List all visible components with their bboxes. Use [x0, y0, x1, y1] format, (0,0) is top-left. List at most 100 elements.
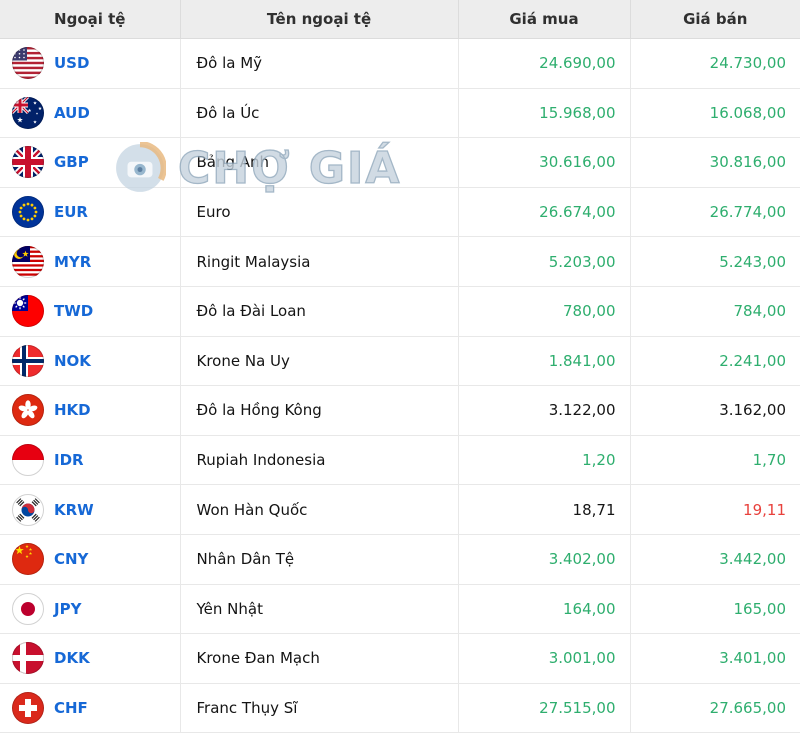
sell-price: 24.730,00 — [629, 38, 800, 89]
sell-price: 30.816,00 — [629, 137, 800, 188]
currency-row: KRW Won Hàn Quốc 18,71 19,11 — [0, 484, 800, 535]
currency-code: DKK — [54, 649, 90, 668]
currency-code: GBP — [54, 153, 89, 172]
sell-price: 784,00 — [629, 285, 800, 337]
currency-code: KRW — [54, 500, 94, 519]
currency-name: Krone Đan Mạch — [179, 633, 459, 684]
flag-usd-icon — [12, 47, 44, 80]
currency-name: Đô la Úc — [179, 87, 459, 139]
flag-idr-icon — [12, 444, 44, 477]
currency-cell: MYR — [0, 245, 180, 278]
currency-row: AUD Đô la Úc 15.968,00 16.068,00 — [0, 87, 800, 139]
currency-code: CHF — [54, 699, 88, 718]
currency-code: HKD — [54, 401, 91, 420]
currency-name: Ringit Malaysia — [179, 236, 459, 287]
currency-name: Franc Thụy Sĩ — [179, 682, 459, 733]
currency-cell: IDR — [0, 444, 180, 477]
flag-gbp-icon — [12, 146, 44, 179]
sell-price: 19,11 — [629, 484, 800, 535]
currency-cell: GBP — [0, 146, 180, 179]
currency-row: JPY Yên Nhật 164,00 165,00 — [0, 583, 800, 635]
currency-name: Nhân Dân Tệ — [179, 533, 459, 585]
buy-price: 3.402,00 — [457, 533, 631, 585]
currency-code: AUD — [54, 103, 90, 122]
buy-price: 3.122,00 — [457, 385, 631, 436]
currency-cell: USD — [0, 47, 180, 80]
buy-price: 5.203,00 — [457, 236, 631, 287]
currency-code: USD — [54, 54, 90, 73]
currency-row: IDR Rupiah Indonesia 1,20 1,70 — [0, 434, 800, 486]
flag-chf-icon — [12, 692, 44, 725]
sell-price: 26.774,00 — [629, 186, 800, 238]
currency-name: Yên Nhật — [179, 583, 459, 635]
currency-cell: TWD — [0, 295, 180, 328]
flag-hkd-icon — [12, 394, 44, 427]
sell-price: 3.401,00 — [629, 633, 800, 684]
currency-name: Đô la Đài Loan — [179, 285, 459, 337]
currency-name: Rupiah Indonesia — [179, 434, 459, 486]
sell-price: 16.068,00 — [629, 87, 800, 139]
flag-aud-icon — [12, 96, 44, 129]
buy-price: 18,71 — [457, 484, 631, 535]
currency-cell: NOK — [0, 344, 180, 377]
currency-code: CNY — [54, 550, 89, 569]
buy-price: 26.674,00 — [457, 186, 631, 238]
col-header-buy-price: Giá mua — [457, 0, 631, 39]
currency-cell: CHF — [0, 692, 180, 725]
currency-cell: HKD — [0, 394, 180, 427]
currency-row: TWD Đô la Đài Loan 780,00 784,00 — [0, 285, 800, 337]
currency-row: DKK Krone Đan Mạch 3.001,00 3.401,00 — [0, 633, 800, 684]
currency-cell: EUR — [0, 196, 180, 229]
currency-code: JPY — [54, 599, 82, 618]
currency-code: IDR — [54, 451, 84, 470]
currency-row: CHF Franc Thụy Sĩ 27.515,00 27.665,00 — [0, 682, 800, 733]
buy-price: 1.841,00 — [457, 335, 631, 387]
flag-nok-icon — [12, 344, 44, 377]
sell-price: 3.442,00 — [629, 533, 800, 585]
currency-code: EUR — [54, 203, 88, 222]
currency-row: USD Đô la Mỹ 24.690,00 24.730,00 — [0, 38, 800, 89]
currency-code: TWD — [54, 302, 94, 321]
sell-price: 27.665,00 — [629, 682, 800, 733]
buy-price: 1,20 — [457, 434, 631, 486]
currency-name: Won Hàn Quốc — [179, 484, 459, 535]
currency-cell: DKK — [0, 642, 180, 675]
currency-row: MYR Ringit Malaysia 5.203,00 5.243,00 — [0, 236, 800, 287]
currency-row: CNY Nhân Dân Tệ 3.402,00 3.442,00 — [0, 533, 800, 585]
currency-row: HKD Đô la Hồng Kông 3.122,00 3.162,00 — [0, 385, 800, 436]
sell-price: 3.162,00 — [629, 385, 800, 436]
flag-eur-icon — [12, 196, 44, 229]
flag-dkk-icon — [12, 642, 44, 675]
flag-cny-icon — [12, 543, 44, 576]
buy-price: 30.616,00 — [457, 137, 631, 188]
sell-price: 165,00 — [629, 583, 800, 635]
col-header-currency: Ngoại tệ — [0, 0, 181, 39]
col-header-sell-price: Giá bán — [629, 0, 800, 39]
currency-cell: KRW — [0, 493, 180, 526]
currency-cell: CNY — [0, 543, 180, 576]
buy-price: 15.968,00 — [457, 87, 631, 139]
currency-code: MYR — [54, 252, 92, 271]
sell-price: 2.241,00 — [629, 335, 800, 387]
flag-krw-icon — [12, 493, 44, 526]
buy-price: 27.515,00 — [457, 682, 631, 733]
currency-code: NOK — [54, 351, 91, 370]
currency-row: EUR Euro 26.674,00 26.774,00 — [0, 186, 800, 238]
col-header-currency-name: Tên ngoại tệ — [179, 0, 459, 39]
sell-price: 5.243,00 — [629, 236, 800, 287]
currency-row: NOK Krone Na Uy 1.841,00 2.241,00 — [0, 335, 800, 387]
flag-myr-icon — [12, 245, 44, 278]
buy-price: 780,00 — [457, 285, 631, 337]
rates-body: USD Đô la Mỹ 24.690,00 24.730,00 AUD — [0, 38, 800, 733]
currency-name: Đô la Mỹ — [179, 38, 459, 89]
currency-name: Bảng Anh — [179, 137, 459, 188]
currency-name: Đô la Hồng Kông — [179, 385, 459, 436]
buy-price: 3.001,00 — [457, 633, 631, 684]
currency-cell: AUD — [0, 96, 180, 129]
buy-price: 24.690,00 — [457, 38, 631, 89]
currency-row: GBP Bảng Anh 30.616,00 30.816,00 — [0, 137, 800, 188]
table-header: Ngoại tệ Tên ngoại tệ Giá mua Giá bán — [0, 0, 800, 39]
flag-jpy-icon — [12, 592, 44, 625]
currency-name: Krone Na Uy — [179, 335, 459, 387]
